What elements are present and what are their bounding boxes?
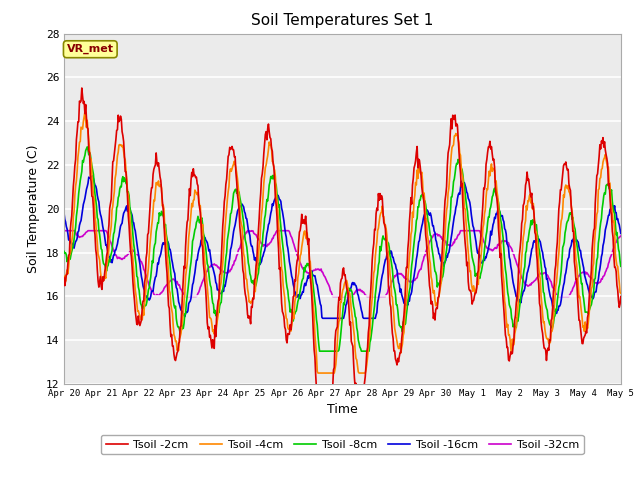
Tsoil -16cm — [214, 287, 222, 292]
Tsoil -16cm — [617, 230, 625, 236]
Tsoil -8cm — [428, 245, 436, 251]
Tsoil -8cm — [83, 144, 91, 150]
Tsoil -2cm — [128, 264, 136, 270]
Tsoil -32cm — [70, 228, 78, 234]
Tsoil -4cm — [314, 370, 322, 376]
Tsoil -4cm — [214, 312, 222, 318]
Tsoil -32cm — [127, 250, 135, 255]
Line: Tsoil -16cm: Tsoil -16cm — [64, 176, 621, 318]
Tsoil -2cm — [428, 299, 436, 304]
Tsoil -16cm — [70, 245, 78, 251]
Tsoil -16cm — [185, 301, 193, 307]
Text: VR_met: VR_met — [67, 44, 114, 54]
Line: Tsoil -4cm: Tsoil -4cm — [64, 112, 621, 373]
Y-axis label: Soil Temperature (C): Soil Temperature (C) — [27, 144, 40, 273]
Tsoil -4cm — [412, 180, 419, 185]
Tsoil -2cm — [412, 158, 419, 164]
Tsoil -2cm — [185, 201, 193, 207]
Line: Tsoil -32cm: Tsoil -32cm — [64, 231, 621, 296]
Tsoil -4cm — [185, 235, 193, 240]
Tsoil -8cm — [214, 307, 222, 312]
Tsoil -32cm — [617, 233, 625, 239]
Line: Tsoil -8cm: Tsoil -8cm — [64, 147, 621, 351]
Tsoil -32cm — [185, 293, 193, 300]
Tsoil -32cm — [214, 264, 222, 270]
Tsoil -8cm — [617, 264, 625, 269]
Tsoil -4cm — [617, 290, 625, 296]
Tsoil -2cm — [60, 275, 68, 280]
Tsoil -4cm — [128, 248, 136, 253]
Tsoil -16cm — [60, 210, 68, 216]
Tsoil -16cm — [412, 264, 419, 269]
Tsoil -8cm — [316, 348, 323, 354]
Tsoil -8cm — [412, 228, 419, 233]
Tsoil -2cm — [617, 294, 625, 300]
Tsoil -2cm — [70, 175, 78, 180]
Tsoil -16cm — [428, 217, 436, 223]
Tsoil -2cm — [312, 385, 320, 391]
Tsoil -8cm — [60, 249, 68, 254]
Tsoil -8cm — [70, 237, 78, 242]
Tsoil -8cm — [128, 223, 136, 228]
Tsoil -4cm — [60, 276, 68, 281]
Tsoil -2cm — [78, 85, 86, 91]
Tsoil -16cm — [128, 213, 136, 218]
Tsoil -32cm — [428, 237, 435, 242]
Tsoil -32cm — [60, 228, 68, 234]
Tsoil -32cm — [182, 293, 189, 300]
Tsoil -32cm — [411, 277, 419, 283]
Tsoil -4cm — [70, 209, 78, 215]
Tsoil -4cm — [428, 277, 436, 283]
X-axis label: Time: Time — [327, 403, 358, 417]
Tsoil -16cm — [319, 315, 326, 321]
Title: Soil Temperatures Set 1: Soil Temperatures Set 1 — [252, 13, 433, 28]
Tsoil -8cm — [185, 279, 193, 285]
Legend: Tsoil -2cm, Tsoil -4cm, Tsoil -8cm, Tsoil -16cm, Tsoil -32cm: Tsoil -2cm, Tsoil -4cm, Tsoil -8cm, Tsoi… — [101, 435, 584, 454]
Line: Tsoil -2cm: Tsoil -2cm — [64, 88, 621, 388]
Tsoil -16cm — [88, 173, 96, 179]
Tsoil -2cm — [214, 298, 222, 304]
Tsoil -4cm — [81, 109, 89, 115]
